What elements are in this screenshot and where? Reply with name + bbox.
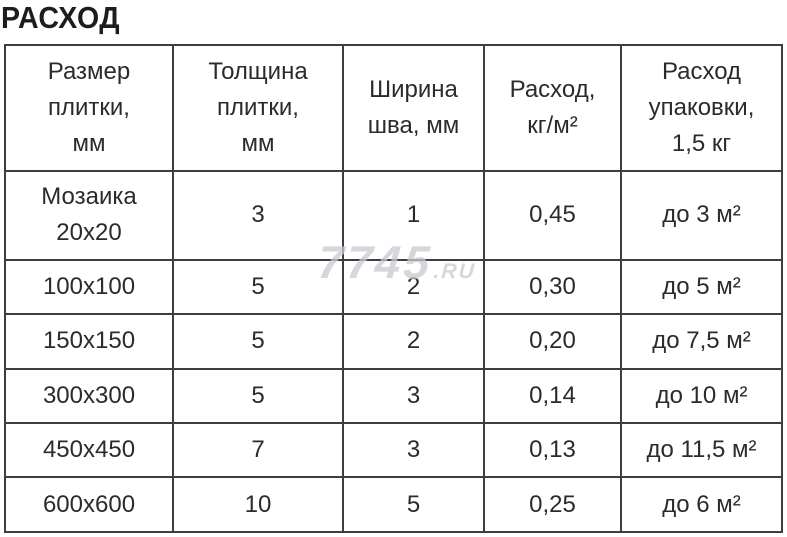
cell-tile-size: 450x450 [4, 422, 174, 479]
cell-tile-size: 150x150 [4, 313, 174, 370]
column-header-tile-thickness: Толщина плитки, мм [172, 44, 344, 172]
cell-pack-coverage: до 11,5 м² [620, 422, 783, 479]
cell-consumption: 0,30 [483, 258, 622, 316]
cell-seam-width: 5 [342, 476, 485, 533]
cell-consumption: 0,25 [483, 476, 622, 533]
cell-tile-thickness: 5 [172, 258, 344, 316]
cell-seam-width: 3 [342, 422, 485, 479]
cell-seam-width: 2 [342, 258, 485, 316]
cell-consumption: 0,14 [483, 367, 622, 425]
column-header-pack-coverage: Расход упаковки, 1,5 кг [620, 44, 783, 172]
cell-seam-width: 1 [342, 170, 485, 261]
cell-seam-width: 2 [342, 313, 485, 370]
table-header-row: Размер плитки, мм Толщина плитки, мм Шир… [4, 44, 783, 172]
cell-tile-size: 300x300 [4, 367, 174, 425]
table-row: 300x300 5 3 0,14 до 10 м² [4, 367, 783, 425]
column-header-tile-size: Размер плитки, мм [4, 44, 174, 172]
table-row: 150x150 5 2 0,20 до 7,5 м² [4, 313, 783, 370]
cell-pack-coverage: до 6 м² [620, 476, 783, 533]
cell-pack-coverage: до 5 м² [620, 258, 783, 316]
table-row: 450x450 7 3 0,13 до 11,5 м² [4, 422, 783, 479]
cell-tile-size: 100x100 [4, 258, 174, 316]
table-row: 100x100 5 2 0,30 до 5 м² [4, 258, 783, 316]
table-row: Мозаика 20x20 3 1 0,45 до 3 м² [4, 170, 783, 261]
cell-seam-width: 3 [342, 367, 485, 425]
column-header-seam-width: Ширина шва, мм [342, 44, 485, 172]
cell-pack-coverage: до 7,5 м² [620, 313, 783, 370]
cell-tile-size: 600x600 [4, 476, 174, 533]
cell-pack-coverage: до 3 м² [620, 170, 783, 261]
cell-pack-coverage: до 10 м² [620, 367, 783, 425]
page-title: РАСХОД [1, 0, 121, 35]
cell-tile-thickness: 5 [172, 313, 344, 370]
cell-consumption: 0,20 [483, 313, 622, 370]
cell-tile-size: Мозаика 20x20 [4, 170, 174, 261]
table-row: 600x600 10 5 0,25 до 6 м² [4, 476, 783, 533]
cell-consumption: 0,13 [483, 422, 622, 479]
cell-tile-thickness: 7 [172, 422, 344, 479]
cell-tile-thickness: 5 [172, 367, 344, 425]
column-header-consumption: Расход, кг/м² [483, 44, 622, 172]
cell-consumption: 0,45 [483, 170, 622, 261]
cell-tile-thickness: 3 [172, 170, 344, 261]
cell-tile-thickness: 10 [172, 476, 344, 533]
consumption-table: Размер плитки, мм Толщина плитки, мм Шир… [4, 44, 783, 533]
